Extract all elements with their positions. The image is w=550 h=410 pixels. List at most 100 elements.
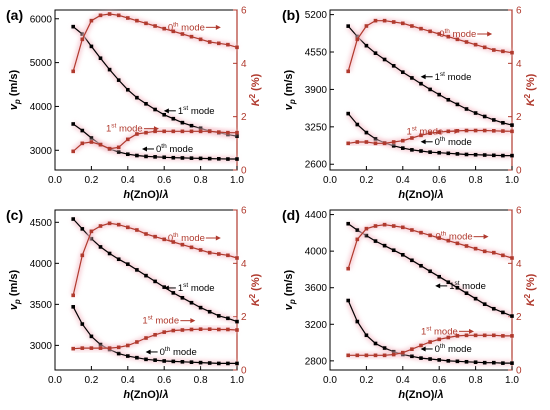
mode-annotation-word: mode [431,326,457,337]
mode-annotation-suffix: st [183,105,188,112]
x-tick-label: 0.4 [121,375,135,386]
x-tick-label: 0.6 [432,375,446,386]
y-axis-title-part: p [288,299,297,305]
k2-data-point [198,37,203,42]
vp-data-point [217,157,221,161]
panel-letter: (a) [6,7,23,23]
vp-data-point [217,314,221,318]
mode-annotation-suffix: th [440,136,446,143]
k2-data-point [180,328,185,332]
k2-data-point [217,41,221,46]
k2-data-point [364,226,369,231]
vp-data-point [437,92,441,97]
vp-data-point [189,360,194,365]
y2-axis-title-part: (%) [525,73,537,94]
y2-axis-title-part: (%) [250,73,262,94]
mode-annotation-suffix: th [444,28,450,35]
k2-data-point [153,129,157,134]
annotation-arrowhead [215,235,221,241]
k2-data-point [235,328,239,332]
vp-data-point [116,351,121,356]
mode-annotation-suffix: th [173,232,179,239]
k2-data-point [71,149,75,154]
y-axis-title-part: v [8,303,20,310]
mode-annotation-label: 1st mode [142,315,179,327]
mode-annotation-label: 0th mode [160,346,197,358]
vp-data-point [207,156,212,161]
mode-annotation-word: mode [445,344,471,355]
vp-data-point [144,273,148,278]
mode-annotation-label: 1st mode [178,105,215,117]
k2-data-point [373,141,378,146]
vp-data-point [217,361,221,366]
vp-data-point [473,111,478,115]
vp-data-point [401,146,405,150]
mode-annotation-number: 0 [439,29,444,40]
vp-data-point [153,358,157,362]
mode-annotation-label: 1st mode [406,125,443,137]
x-axis-title: h(ZnO)/λ [398,189,443,201]
vp-data-point [98,342,103,347]
k2-data-point [437,130,441,134]
k2-data-point [153,24,157,28]
vp-data-point [346,24,350,28]
y2-axis-title-part: K [525,97,537,106]
chart-panel: (b)0.0 0.2 0.4 0.6 0.8 1.02600325039004550520… [282,6,537,202]
x-tick-label: 1.0 [230,375,244,386]
vp-data-point [153,107,157,112]
k2-data-point [98,346,103,350]
y2-axis-title-part: (%) [525,273,537,294]
vp-data-point [382,243,387,248]
mode-annotation-number: 0 [436,232,441,243]
annotation-arrowhead [469,328,474,334]
x-tick-label: 0.2 [359,375,373,386]
k2-data-point [492,333,496,338]
vp-data-point [373,239,378,243]
k2-data-point [116,13,121,18]
vp-data-point [126,152,130,157]
y-axis-title-part: (m/s) [8,69,20,99]
k2-data-point [455,241,460,246]
y2-axis-title: K2 (%) [523,273,537,306]
k2-data-point [492,48,496,52]
x-axis-title-part: λ [162,189,169,201]
k2-data-point [482,45,487,50]
k2-data-point [428,29,432,34]
y-tick-label: 5000 [30,58,53,69]
x-axis-title: h(ZnO)/λ [123,189,168,201]
vp-data-point [144,154,148,159]
mode-annotation-word: mode [116,124,142,135]
mode-annotation-number: 0 [168,22,173,33]
y2-tick-label: 0 [516,366,522,377]
mode-annotation-number: 1 [106,124,111,135]
k2-data-point [198,248,203,252]
k2-data-point [189,129,194,134]
y2-axis-title-part: K [250,97,262,106]
annotation-arrowhead [487,31,493,37]
k2-data-point [446,34,451,39]
vp-data-point [162,359,166,363]
k2-data-point [189,327,194,332]
x-tick-label: 0.8 [469,375,483,386]
vp-data-point [446,359,451,363]
vp-data-point [455,102,460,107]
mode-annotation-number: 1 [406,126,411,137]
vp-data-point [171,155,176,160]
annotation-arrowhead [420,346,426,352]
vp-data-point [189,156,194,160]
k2-data-point [135,18,139,23]
vp-data-point [401,70,405,74]
vp-data-point [410,76,414,80]
k2-data-point [446,238,451,243]
vp-data-point [235,134,239,139]
vp-data-point [189,123,194,128]
mode-annotation-suffix: st [183,282,188,289]
vp-data-point [419,263,423,268]
vp-data-point [419,149,423,153]
k2-data-point [391,20,396,24]
k2-data-point [198,129,203,134]
k2-data-point [437,32,441,36]
mode-annotation: 1st mode [435,280,486,292]
y2-tick-label: 0 [516,166,522,177]
vp-data-point [198,156,203,161]
